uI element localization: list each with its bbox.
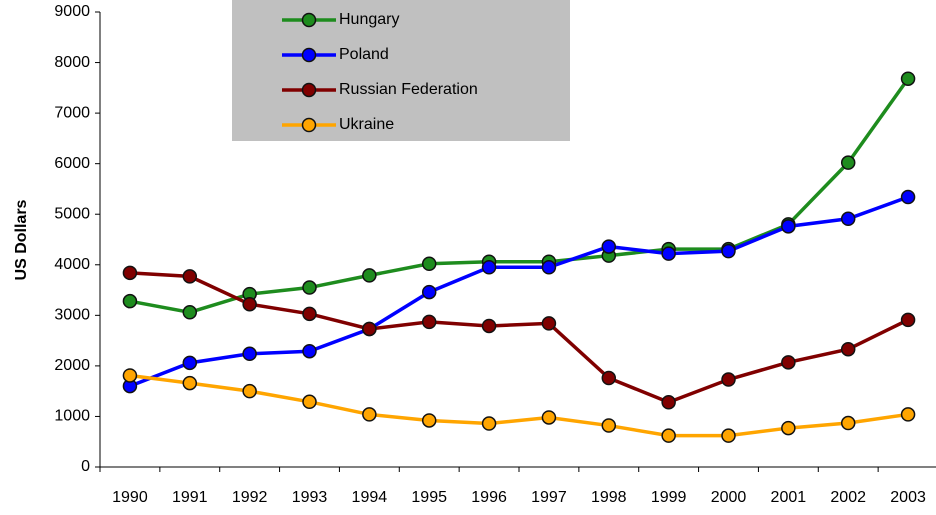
- legend-label: Russian Federation: [339, 81, 478, 98]
- y-tick-label: 2000: [54, 357, 90, 374]
- y-tick-label: 0: [81, 458, 90, 475]
- legend-marker: [301, 82, 317, 98]
- series-marker: [481, 318, 497, 334]
- y-tick-label: 9000: [54, 3, 90, 20]
- x-tick-label: 2002: [830, 489, 866, 506]
- series-marker: [840, 415, 856, 431]
- series-line: [129, 195, 909, 388]
- y-tick-label: 8000: [54, 54, 90, 71]
- x-tick-label: 2003: [890, 489, 926, 506]
- y-tick-label: 6000: [54, 155, 90, 172]
- legend-label: Poland: [339, 46, 389, 63]
- x-tick-label: 1994: [352, 489, 388, 506]
- series-line: [129, 373, 909, 438]
- series-marker: [302, 280, 317, 295]
- series-marker: [122, 293, 138, 309]
- legend-label: Hungary: [339, 11, 399, 28]
- series-marker: [840, 211, 856, 227]
- series-marker: [182, 305, 198, 320]
- series-marker: [541, 316, 557, 331]
- x-tick-label: 1993: [292, 489, 328, 506]
- series-marker: [421, 413, 437, 428]
- series-marker: [122, 265, 138, 281]
- series-marker: [661, 428, 676, 443]
- legend-box: [232, 0, 570, 141]
- series-marker: [900, 407, 916, 422]
- series-line: [129, 77, 910, 315]
- y-tick-label: 5000: [54, 205, 90, 222]
- y-tick-label: 7000: [54, 104, 90, 121]
- series-marker: [781, 420, 796, 436]
- legend-label: Ukraine: [339, 116, 394, 133]
- series-marker: [242, 346, 257, 362]
- series-marker: [900, 312, 916, 328]
- x-tick-label: 1998: [591, 489, 627, 506]
- series-marker: [481, 260, 497, 275]
- legend-marker: [301, 12, 317, 28]
- series-marker: [362, 321, 377, 337]
- x-tick-label: 1990: [112, 489, 148, 506]
- series-marker: [721, 428, 736, 443]
- x-tick-label: 1999: [651, 489, 687, 506]
- series-marker: [721, 243, 736, 259]
- series-marker: [661, 395, 676, 410]
- series-marker: [481, 416, 497, 431]
- series-marker: [302, 394, 317, 410]
- series-marker: [601, 418, 617, 433]
- series-marker: [302, 306, 317, 322]
- series-marker: [242, 383, 257, 399]
- x-tick-label: 1995: [411, 489, 447, 506]
- series-marker: [362, 407, 377, 422]
- x-tick-label: 2000: [711, 489, 747, 506]
- x-tick-label: 1997: [531, 489, 567, 506]
- series-marker: [900, 71, 916, 86]
- x-tick-label: 2001: [771, 489, 807, 506]
- y-tick-label: 1000: [54, 408, 90, 425]
- y-axis-label: US Dollars: [13, 199, 30, 280]
- series-marker: [781, 355, 796, 370]
- series-marker: [122, 368, 138, 383]
- series-line: [129, 271, 909, 405]
- series-marker: [541, 410, 557, 425]
- series-marker: [421, 314, 437, 330]
- series-marker: [840, 155, 856, 170]
- legend-marker: [301, 47, 317, 63]
- series-marker: [840, 341, 856, 357]
- series-marker: [182, 375, 198, 391]
- series-marker: [362, 268, 377, 283]
- series-marker: [601, 370, 617, 386]
- series-marker: [421, 284, 437, 300]
- series-marker: [721, 372, 736, 387]
- series-marker: [302, 343, 317, 359]
- series-marker: [182, 355, 198, 371]
- series-marker: [182, 269, 198, 284]
- series-marker: [601, 239, 617, 254]
- series-marker: [661, 246, 676, 261]
- y-tick-label: 3000: [54, 307, 90, 324]
- series-marker: [242, 296, 257, 312]
- series-marker: [900, 189, 916, 205]
- x-tick-label: 1991: [172, 489, 208, 506]
- legend-marker: [301, 117, 317, 133]
- series-marker: [781, 219, 796, 234]
- series-marker: [421, 256, 437, 272]
- x-tick-label: 1992: [232, 489, 268, 506]
- series-marker: [541, 260, 557, 275]
- x-tick-label: 1996: [471, 489, 507, 506]
- y-tick-label: 4000: [54, 256, 90, 273]
